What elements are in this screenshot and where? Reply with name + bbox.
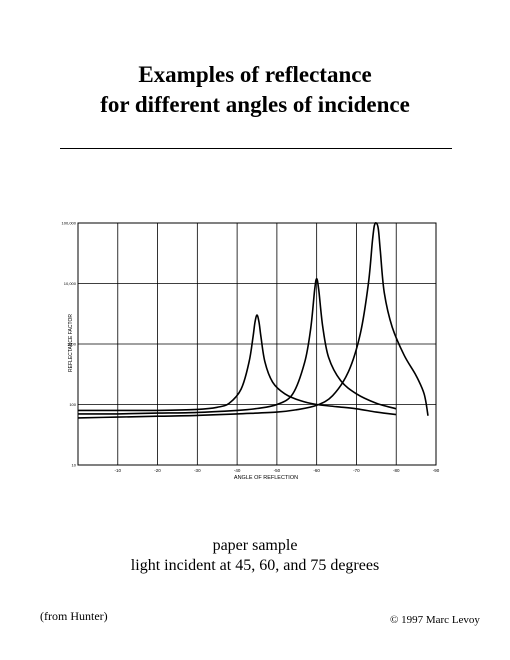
title-divider [60,148,452,149]
copyright-note: © 1997 Marc Levoy [390,614,480,626]
caption-line-1: paper sample [212,537,298,554]
x-tick-label: -70 [353,468,360,473]
reflectance-chart: -10 -20 -30 -40 -50 -60 -70 -80 -90 10 100 1000 10,0… [62,221,440,482]
y-axis-label: REFLECTANCE FACTOR [68,314,74,372]
x-tick-label: -90 [433,468,440,473]
x-axis-label: ANGLE OF REFLECTION [234,475,298,481]
y-tick-label: 100,000 [62,221,77,226]
x-tick-label: -30 [194,468,201,473]
title-line-1: Examples of reflectance [138,62,372,87]
curves [77,222,429,419]
series-line-3 [77,222,429,419]
y-tick-label: 100 [69,402,76,407]
x-tick-label: -40 [234,468,241,473]
title-line-2: for different angles of incidence [100,92,410,117]
x-tick-label: -10 [115,468,122,473]
series-line-2 [77,277,397,415]
tick-labels: -10 -20 -30 -40 -50 -60 -70 -80 -90 10 100 1000 10,0… [62,221,440,474]
figure-caption: paper sample light incident at 45, 60, a… [0,536,510,576]
x-tick-label: -80 [393,468,400,473]
x-tick-label: -50 [274,468,281,473]
source-note: (from Hunter) [40,609,108,623]
y-tick-label: 10 [72,463,77,468]
x-tick-label: -60 [313,468,320,473]
series-line-1 [78,314,397,416]
grid [77,222,437,466]
x-tick-label: -20 [154,468,161,473]
page-title: Examples of reflectance for different an… [0,60,510,120]
caption-line-2: light incident at 45, 60, and 75 degrees [130,557,380,574]
y-tick-label: 1000 [67,342,77,347]
y-tick-label: 10,000 [64,281,77,286]
